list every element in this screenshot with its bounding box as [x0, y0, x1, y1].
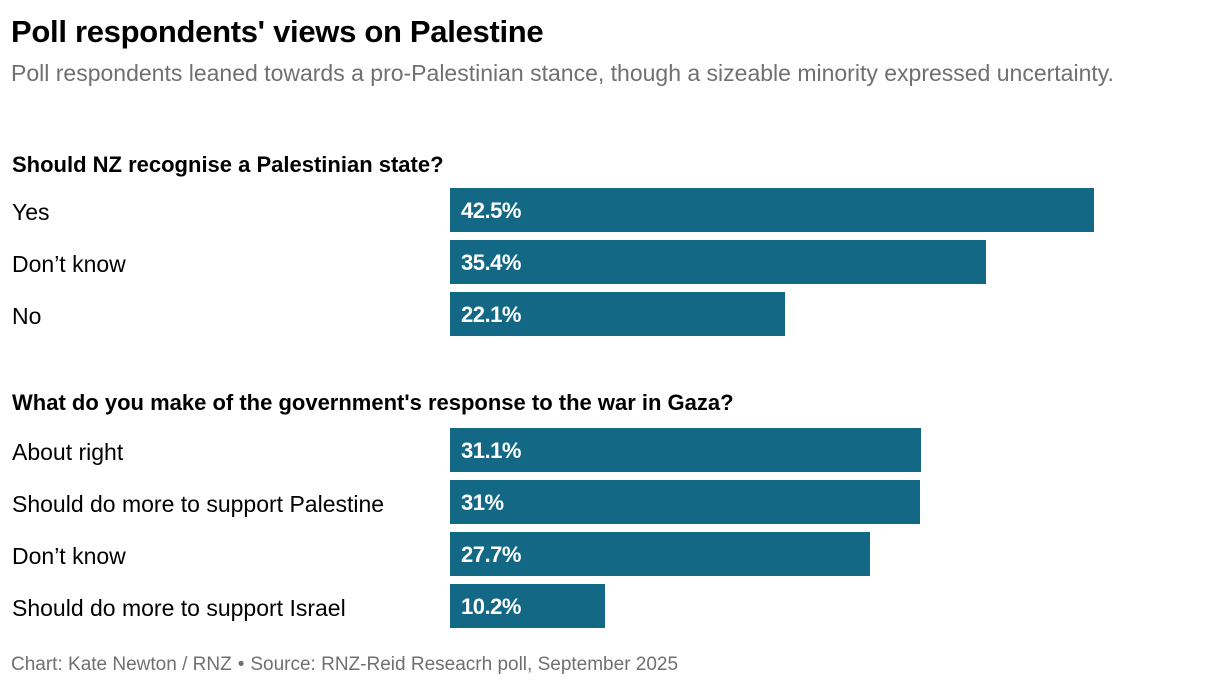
bar: 31.1%	[450, 428, 921, 472]
category-label: Don’t know	[12, 251, 126, 277]
category-label: Should do more to support Palestine	[12, 491, 385, 517]
bar-row: Don’t know 27.7%	[0, 532, 1220, 576]
chart-footer: Chart: Kate Newton / RNZ • Source: RNZ-Rei…	[11, 654, 678, 676]
bar: 27.7%	[450, 532, 870, 576]
bar-row: Don’t know 35.4%	[0, 240, 1220, 284]
separator-dot: •	[237, 654, 245, 675]
bar-value-label: 27.7%	[461, 542, 521, 567]
bar: 22.1%	[450, 292, 785, 336]
bar-value-label: 10.2%	[461, 594, 521, 619]
credit-text: Chart: Kate Newton / RNZ	[11, 654, 232, 675]
bar-row: Yes 42.5%	[0, 188, 1220, 232]
bar: 42.5%	[450, 188, 1094, 232]
bar-value-label: 31.1%	[461, 438, 521, 463]
bar-value-label: 31%	[461, 490, 504, 515]
source-text: Source: RNZ-Reid Reseacrh poll, Septembe…	[250, 654, 679, 675]
bar: 35.4%	[450, 240, 986, 284]
category-label: Don’t know	[12, 543, 126, 569]
chart-subtitle: Poll respondents leaned towards a pro-Pa…	[11, 60, 1114, 86]
category-label: Should do more to support Israel	[12, 595, 346, 621]
section-title-2: What do you make of the government's res…	[12, 390, 734, 415]
bar: 31%	[450, 480, 920, 524]
bar-value-label: 22.1%	[461, 302, 521, 327]
bar-row: About right 31.1%	[0, 428, 1220, 472]
bar-row: No 22.1%	[0, 292, 1220, 336]
category-label: No	[12, 303, 42, 329]
bar: 10.2%	[450, 584, 605, 628]
bar-value-label: 35.4%	[461, 250, 521, 275]
bar-row: Should do more to support Palestine 31%	[0, 480, 1220, 524]
section-title-1: Should NZ recognise a Palestinian state?	[12, 152, 444, 177]
chart-title: Poll respondents' views on Palestine	[11, 14, 544, 49]
category-label: About right	[12, 439, 124, 465]
bar-value-label: 42.5%	[461, 198, 521, 223]
category-label: Yes	[12, 199, 50, 225]
bar-row: Should do more to support Israel 10.2%	[0, 584, 1220, 628]
